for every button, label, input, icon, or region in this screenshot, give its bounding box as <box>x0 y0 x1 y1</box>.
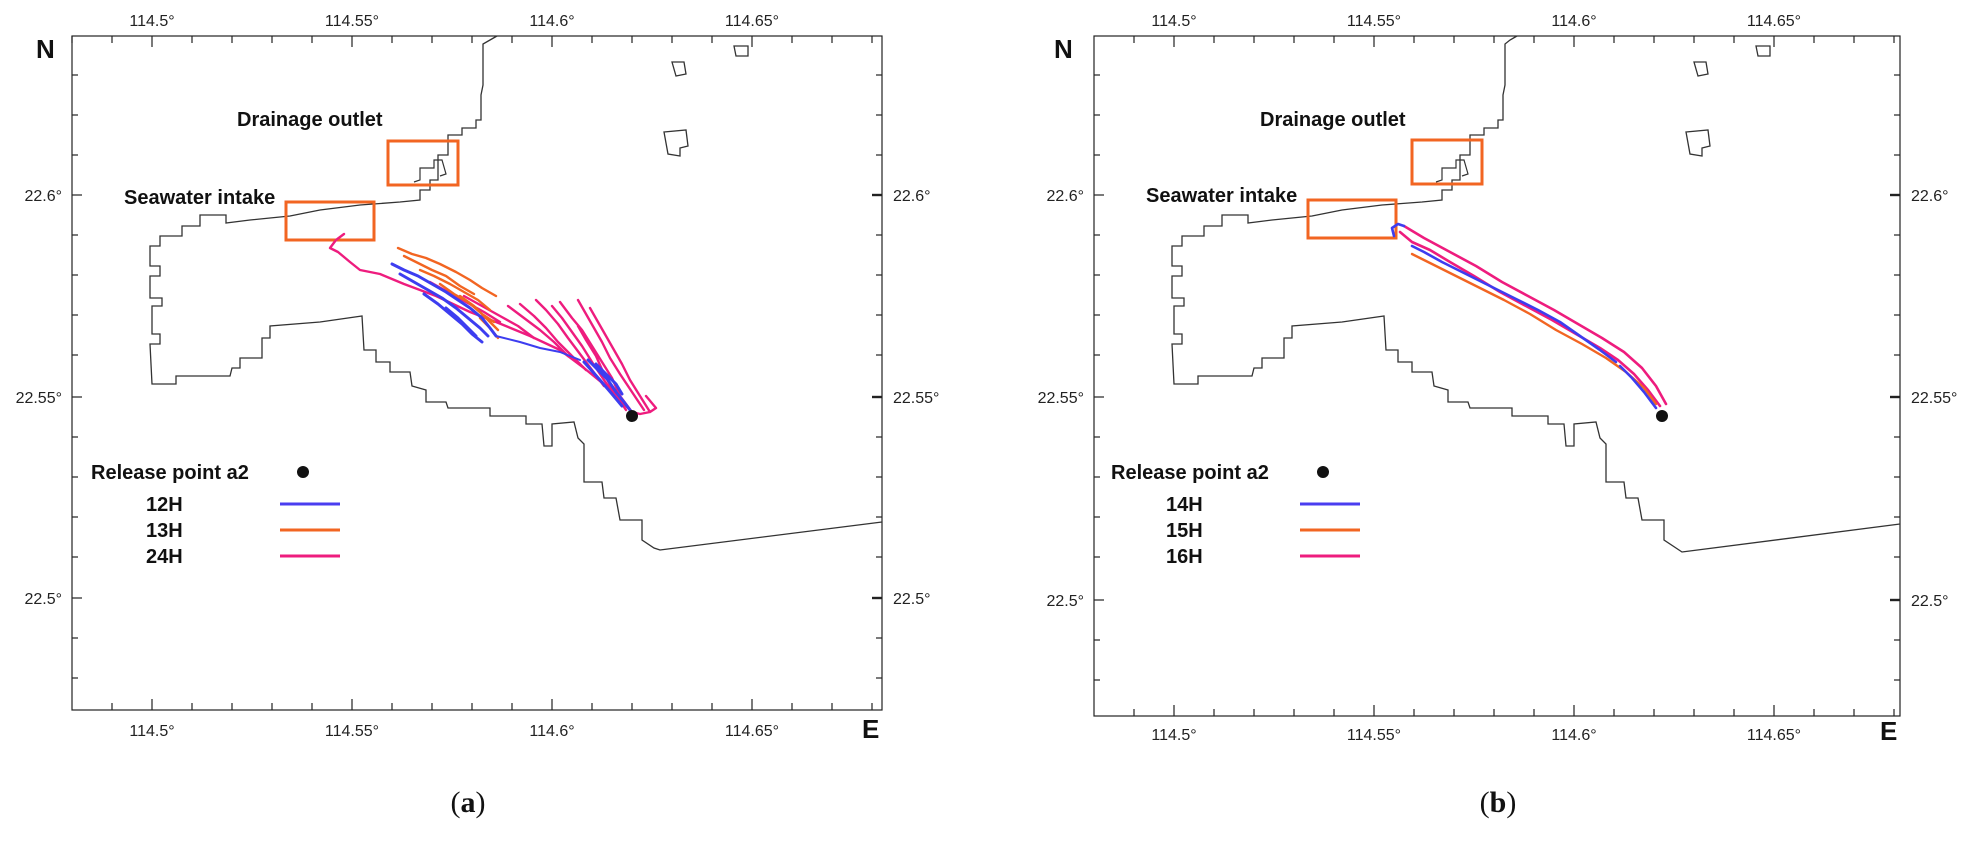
caption-letter: b <box>1490 786 1507 819</box>
legend-entry-label: 16H <box>1166 546 1203 568</box>
seawater-intake-box <box>284 200 376 242</box>
island <box>671 61 687 77</box>
legend-release-point-label: Release point a2 <box>1111 462 1269 484</box>
legend-b: Release point a2 14H 15H 16H <box>1111 462 1360 568</box>
map-panel-a: 114.5° 114.55° 114.6° 114.65° 114.5° 114… <box>0 0 990 842</box>
lat-tick-label-left: 22.5° <box>24 591 62 608</box>
lat-tick-label-right: 22.55° <box>893 390 939 407</box>
legend-entry-label: 13H <box>146 520 183 542</box>
lon-tick-label-top: 114.55° <box>325 13 379 30</box>
trajectory-12h <box>390 262 632 412</box>
island <box>663 129 689 157</box>
release-point-marker <box>626 410 638 422</box>
lon-tick-label-top: 114.6° <box>529 13 574 30</box>
legend-entry-label: 15H <box>1166 520 1203 542</box>
north-label: N <box>1054 34 1073 64</box>
lon-tick-label-top: 114.5° <box>129 13 174 30</box>
map-figure-b: 114.5° 114.55° 114.6° 114.65° 114.5° 114… <box>1038 13 1958 819</box>
lat-tick-label-left: 22.6° <box>1046 188 1084 205</box>
coastline <box>149 35 883 551</box>
legend-entry-label: 14H <box>1166 494 1203 516</box>
lon-tick-label-bottom: 114.5° <box>1151 727 1196 744</box>
drainage-outlet-label: Drainage outlet <box>237 109 383 131</box>
right-ticks <box>872 193 882 600</box>
left-ticks <box>1094 74 1104 681</box>
lat-tick-label-right: 22.6° <box>893 188 931 205</box>
legend-release-point-label: Release point a2 <box>91 462 249 484</box>
lon-tick-label-bottom: 114.65° <box>1747 727 1801 744</box>
lon-tick-label-bottom: 114.6° <box>529 723 574 740</box>
trajectory-12h-tail <box>495 335 581 361</box>
release-point-marker <box>1656 410 1668 422</box>
lat-tick-label-right: 22.5° <box>893 591 931 608</box>
lat-tick-label-left: 22.55° <box>16 390 62 407</box>
legend-a: Release point a2 12H 13H 24H <box>91 462 340 568</box>
lon-tick-label-bottom: 114.65° <box>725 723 779 740</box>
island <box>1755 45 1771 57</box>
lon-tick-label-top: 114.65° <box>1747 13 1801 30</box>
seawater-intake-label: Seawater intake <box>124 187 275 209</box>
panel-caption: (a) <box>451 786 486 819</box>
lon-tick-label-top: 114.65° <box>725 13 779 30</box>
drainage-outlet-label: Drainage outlet <box>1260 109 1406 131</box>
drainage-outlet-box <box>1410 138 1484 186</box>
map-figure-a: 114.5° 114.55° 114.6° 114.65° 114.5° 114… <box>16 13 940 819</box>
top-ticks <box>1133 36 1895 47</box>
island <box>733 45 749 57</box>
map-frame <box>71 35 883 711</box>
seawater-intake-label: Seawater intake <box>1146 185 1297 207</box>
legend-release-point-marker <box>1317 466 1329 478</box>
lon-tick-label-top: 114.6° <box>1551 13 1596 30</box>
pier <box>413 159 447 183</box>
trajectory-15h <box>1410 252 1658 406</box>
east-label: E <box>862 714 879 744</box>
legend-entry-label: 12H <box>146 494 183 516</box>
east-label: E <box>1880 716 1897 746</box>
lat-tick-label-left: 22.6° <box>24 188 62 205</box>
trajectory-24h <box>328 232 634 414</box>
trajectories-a <box>328 232 658 416</box>
lon-tick-label-top: 114.55° <box>1347 13 1401 30</box>
top-ticks <box>71 36 873 47</box>
trajectory-14h <box>1390 222 1658 410</box>
lon-tick-label-bottom: 114.6° <box>1551 727 1596 744</box>
legend-entry-label: 24H <box>146 546 183 568</box>
lat-tick-label-left: 22.55° <box>1038 390 1084 407</box>
caption-letter: a <box>461 786 476 819</box>
panel-caption: (b) <box>1480 786 1517 819</box>
trajectories-b <box>1390 222 1668 410</box>
map-panel-b: 114.5° 114.55° 114.6° 114.65° 114.5° 114… <box>1020 0 1981 842</box>
lon-tick-label-top: 114.5° <box>1151 13 1196 30</box>
lon-tick-label-bottom: 114.5° <box>129 723 174 740</box>
lon-tick-label-bottom: 114.55° <box>1347 727 1401 744</box>
right-ticks <box>1890 193 1900 602</box>
trajectory-16h <box>1398 224 1668 408</box>
pier <box>1435 159 1469 183</box>
lat-tick-label-right: 22.6° <box>1911 188 1949 205</box>
left-ticks <box>72 74 82 679</box>
drainage-outlet-box <box>386 139 460 187</box>
lat-tick-label-left: 22.5° <box>1046 593 1084 610</box>
map-frame <box>1093 35 1901 717</box>
north-label: N <box>36 34 55 64</box>
bottom-ticks <box>111 699 873 710</box>
lat-tick-label-right: 22.5° <box>1911 593 1949 610</box>
legend-release-point-marker <box>297 466 309 478</box>
coastline <box>1171 35 1901 553</box>
trajectory-13h <box>396 246 500 340</box>
lon-tick-label-bottom: 114.55° <box>325 723 379 740</box>
island <box>1693 61 1709 77</box>
island <box>1685 129 1711 157</box>
lat-tick-label-right: 22.55° <box>1911 390 1957 407</box>
seawater-intake-box <box>1306 198 1398 240</box>
bottom-ticks <box>1133 705 1895 716</box>
